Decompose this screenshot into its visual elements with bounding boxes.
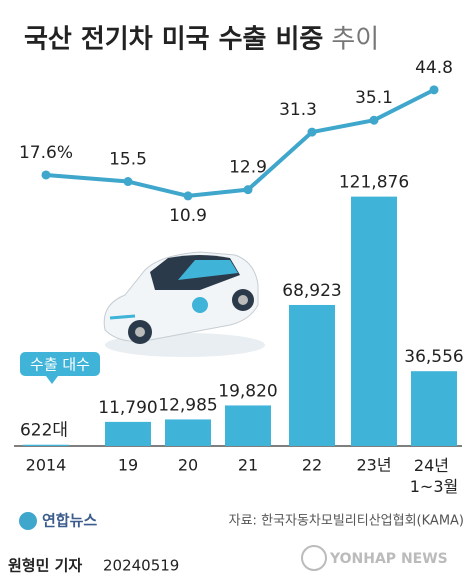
chart-title: 국산 전기차 미국 수출 비중 — [24, 25, 323, 55]
bar — [225, 405, 271, 446]
source: 자료: 한국자동차모빌리티산업협회(KAMA) — [229, 514, 464, 529]
bar-value-label: 19,820 — [218, 381, 277, 401]
bar-value-label: 36,556 — [404, 347, 463, 367]
line-value-label: 44.8 — [415, 58, 453, 78]
line-value-label: 10.9 — [169, 206, 207, 226]
line-point — [123, 177, 133, 187]
x-tick-label: 24년 1~3월 — [410, 456, 459, 496]
bar — [411, 371, 457, 446]
line-point — [183, 191, 193, 201]
line-value-label: 17.6% — [19, 143, 73, 163]
legend-badge — [20, 352, 100, 376]
byline: 원형민 기자 — [8, 557, 82, 575]
line-point — [41, 170, 51, 180]
line-point — [307, 127, 317, 137]
logo: 연합뉴스 — [42, 512, 97, 530]
chart-subtitle: 추이 — [331, 25, 379, 55]
line-point — [369, 115, 379, 125]
bar-value-label: 68,923 — [282, 281, 341, 301]
bar — [351, 196, 397, 446]
bar-value-label: 121,876 — [339, 173, 409, 193]
x-tick-label: 21 — [238, 456, 258, 475]
line-point — [429, 85, 439, 95]
car-illustration — [103, 251, 265, 357]
x-tick-label: 23년 — [356, 456, 391, 475]
legend-label: 수출 대수 — [30, 356, 90, 374]
x-tick-label: 19 — [118, 456, 138, 475]
bar — [289, 304, 335, 446]
x-tick-label: 2014 — [26, 456, 67, 475]
bar — [23, 444, 69, 446]
line-point — [243, 185, 253, 195]
date: 20240519 — [103, 557, 179, 575]
bar-value-label: 12,985 — [158, 395, 217, 415]
x-tick-label: 22 — [302, 456, 322, 475]
line-value-label: 35.1 — [355, 88, 393, 108]
legend-pointer — [46, 376, 58, 384]
bar-value-label: 11,790 — [98, 398, 157, 418]
bar — [165, 419, 211, 446]
watermark-icon — [301, 545, 327, 571]
watermark: YONHAP NEWS — [329, 551, 448, 567]
logo-icon — [19, 512, 37, 530]
bar — [105, 421, 151, 446]
line-value-label: 31.3 — [279, 100, 317, 120]
line-value-label: 12.9 — [229, 158, 267, 178]
bar-value-label: 622대 — [20, 421, 68, 441]
line-value-label: 15.5 — [109, 150, 147, 170]
x-tick-label: 20 — [178, 456, 198, 475]
